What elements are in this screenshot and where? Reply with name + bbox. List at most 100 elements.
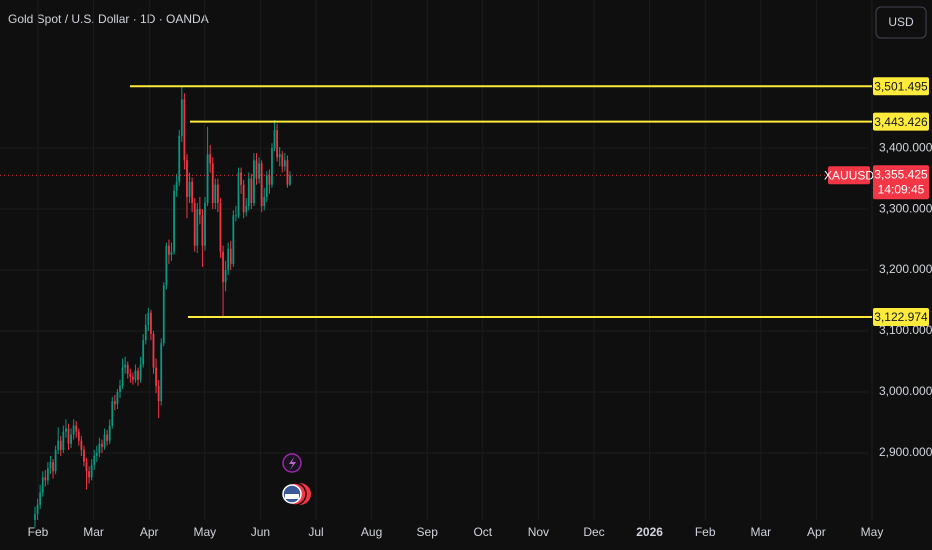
level-label-box bbox=[873, 77, 929, 96]
candle-body bbox=[83, 449, 85, 463]
x-tick-label: May bbox=[861, 525, 884, 539]
y-tick-label: 3,000.000 bbox=[879, 384, 932, 398]
candle-body bbox=[211, 163, 214, 204]
candle-body bbox=[186, 160, 188, 197]
candle-body bbox=[206, 154, 209, 204]
candle-body bbox=[80, 440, 83, 450]
symbol-badge: XAUUSD bbox=[824, 168, 874, 182]
candle-body bbox=[103, 434, 106, 447]
candle-body bbox=[232, 215, 235, 264]
candle-body bbox=[101, 443, 103, 447]
lightning-icon bbox=[289, 457, 296, 470]
candle-body bbox=[240, 172, 242, 185]
candle-body bbox=[193, 203, 196, 246]
candle-body bbox=[39, 492, 42, 505]
candle-body bbox=[93, 455, 96, 466]
x-tick-label: Dec bbox=[583, 525, 604, 539]
x-tick-label: Jul bbox=[308, 525, 323, 539]
x-tick-label: 2026 bbox=[636, 525, 663, 539]
candle-body bbox=[216, 184, 219, 204]
candle-body bbox=[90, 465, 93, 478]
candle-body bbox=[247, 178, 250, 207]
candle-body bbox=[72, 425, 75, 435]
candle-body bbox=[46, 468, 49, 481]
currency-button[interactable] bbox=[875, 6, 927, 39]
candle-body bbox=[250, 178, 253, 204]
candle-body bbox=[235, 215, 237, 217]
candle-body bbox=[258, 163, 260, 179]
candle-body bbox=[98, 443, 101, 453]
candle-body bbox=[134, 370, 137, 380]
candle-body bbox=[77, 431, 80, 441]
candle-body bbox=[188, 181, 191, 197]
x-tick-label: Nov bbox=[528, 525, 549, 539]
candle-body bbox=[88, 471, 90, 478]
candle-body bbox=[170, 251, 173, 255]
last-price-box bbox=[873, 165, 929, 200]
candle-body bbox=[289, 175, 291, 185]
candle-body bbox=[160, 343, 163, 402]
candle-body bbox=[219, 203, 222, 252]
candle-body bbox=[178, 135, 181, 182]
y-tick-label: 3,200.000 bbox=[879, 262, 932, 276]
x-tick-label: Jun bbox=[251, 525, 270, 539]
candle-body bbox=[198, 209, 201, 216]
flag-stripe bbox=[285, 494, 299, 499]
candle-body bbox=[214, 184, 217, 204]
candle-body bbox=[36, 504, 39, 514]
countdown-label: 14:09:45 bbox=[878, 182, 925, 196]
candle-body bbox=[283, 160, 286, 167]
candle-body bbox=[242, 184, 245, 213]
symbol-badge-box bbox=[828, 166, 870, 185]
level-label: 3,501.495 bbox=[874, 79, 928, 93]
candle-body bbox=[70, 434, 72, 444]
candle-body bbox=[196, 209, 199, 246]
candle-body bbox=[191, 181, 194, 204]
candle-body bbox=[201, 215, 204, 246]
candle-body bbox=[271, 148, 273, 185]
candle-body bbox=[204, 203, 206, 246]
candle-body bbox=[67, 428, 70, 444]
candle-body bbox=[49, 462, 52, 469]
candle-body bbox=[155, 367, 157, 386]
candle-body bbox=[265, 175, 268, 197]
candle-body bbox=[245, 206, 248, 213]
candle-body bbox=[227, 248, 230, 271]
level-label: 3,122.974 bbox=[874, 310, 928, 324]
candle-body bbox=[183, 99, 186, 161]
candle-body bbox=[165, 245, 168, 286]
level-label-box bbox=[873, 112, 929, 131]
candle-body bbox=[126, 364, 129, 374]
candle-body bbox=[144, 324, 147, 341]
y-tick-label: 3,100.000 bbox=[879, 323, 932, 337]
candle-body bbox=[129, 373, 132, 377]
y-tick-label: 2,900.000 bbox=[879, 445, 932, 459]
candle-body bbox=[95, 452, 98, 456]
x-tick-label: Feb bbox=[28, 525, 49, 539]
x-tick-label: Sep bbox=[417, 525, 439, 539]
candle-body bbox=[229, 248, 232, 264]
x-tick-label: Feb bbox=[695, 525, 716, 539]
candle-body bbox=[142, 340, 145, 365]
candle-body bbox=[52, 462, 54, 472]
candle-body bbox=[119, 385, 121, 392]
candle-body bbox=[139, 364, 142, 380]
currency-label[interactable]: USD bbox=[888, 15, 914, 29]
candle-body bbox=[121, 367, 124, 386]
candle-body bbox=[62, 431, 65, 450]
candle-body bbox=[85, 462, 88, 472]
candle-body bbox=[124, 364, 127, 368]
x-tick-label: Oct bbox=[473, 525, 492, 539]
candle-body bbox=[281, 154, 284, 167]
candle-body bbox=[75, 425, 78, 432]
candle-body bbox=[34, 513, 36, 520]
candle-body bbox=[57, 440, 60, 450]
candle-body bbox=[253, 160, 255, 204]
candle-body bbox=[273, 129, 276, 149]
candle-body bbox=[175, 181, 178, 191]
candle-body bbox=[168, 245, 170, 255]
